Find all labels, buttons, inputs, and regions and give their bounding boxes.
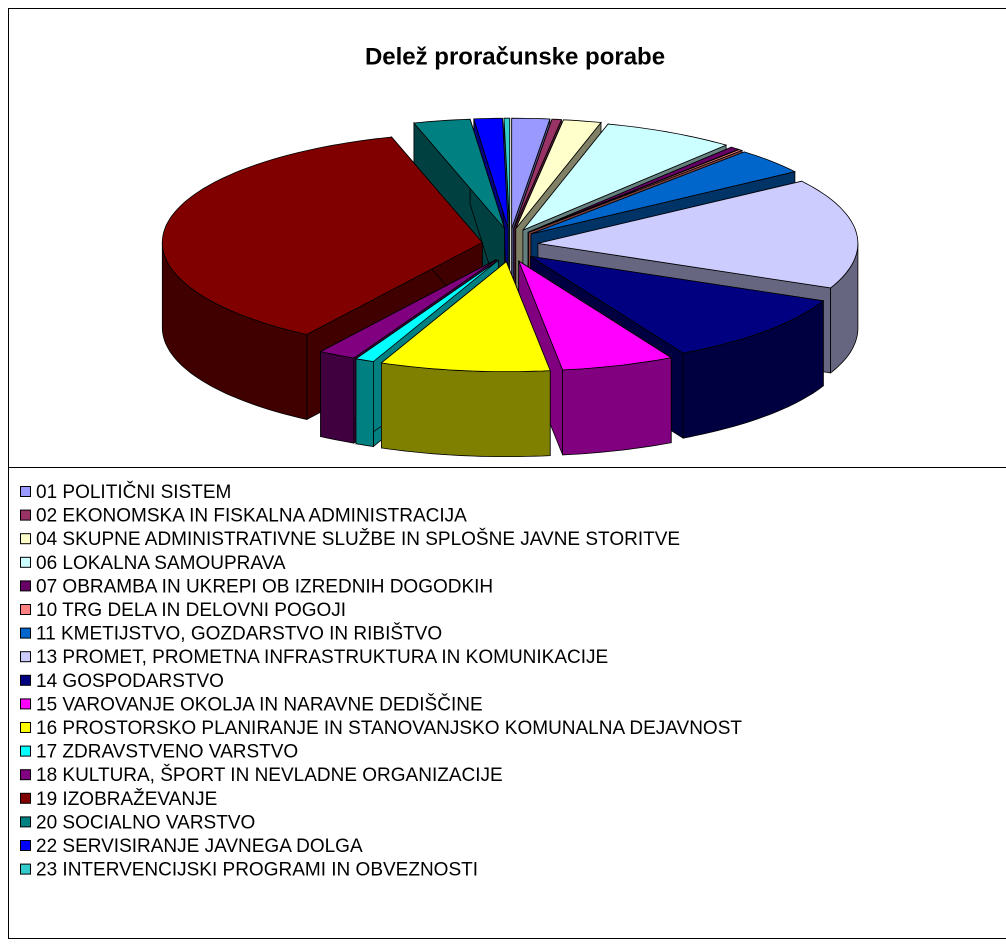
slice-top <box>527 146 740 233</box>
legend-label: 17 ZDRAVSTVENO VARSTVO <box>36 742 298 763</box>
legend-label: 02 EKONOMSKA IN FISKALNA ADMINISTRACIJA <box>36 506 467 527</box>
legend-label: 15 VAROVANJE OKOLJA IN NARAVNE DEDIŠČINE <box>36 693 483 715</box>
legend-swatch <box>20 863 31 875</box>
legend-swatch <box>20 674 31 686</box>
slice-side <box>562 357 672 456</box>
legend-swatch <box>20 745 31 757</box>
legend-label: 16 PROSTORSKO PLANIRANJE IN STANOVANJSKO… <box>36 718 742 739</box>
legend-label: 14 GOSPODARSTVO <box>36 671 224 692</box>
legend-label: 20 SOCIALNO VARSTVO <box>36 812 255 833</box>
legend-label: 18 KULTURA, ŠPORT IN NEVLADNE ORGANIZACI… <box>36 764 503 786</box>
slice-top <box>522 123 728 231</box>
pie-slice <box>380 260 551 457</box>
slice-top <box>515 119 602 229</box>
slice-top <box>511 117 551 229</box>
legend-swatch <box>20 698 31 710</box>
legend-swatch <box>20 556 31 568</box>
legend-swatch <box>20 533 31 545</box>
legend-swatch <box>20 604 31 615</box>
legend-swatch <box>20 840 31 851</box>
legend-swatch <box>20 722 31 733</box>
legend-label: 04 SKUPNE ADMINISTRATIVNE SLUŽBE IN SPLO… <box>36 528 680 550</box>
legend-label: 19 IZOBRAŽEVANJE <box>36 788 217 810</box>
legend-swatch <box>20 816 31 828</box>
slice-top <box>354 259 499 362</box>
legend-swatch <box>20 651 31 663</box>
slice-top <box>503 117 511 229</box>
legend-label: 11 KMETIJSTVO, GOZDARSTVO IN RIBIŠTVO <box>36 623 442 645</box>
legend-label: 10 TRG DELA IN DELOVNI POGOJI <box>36 600 346 621</box>
slice-top <box>528 149 744 233</box>
slice-top <box>517 259 673 371</box>
pie-slice <box>517 259 673 456</box>
slice-top <box>161 136 483 335</box>
slice-top <box>513 118 563 229</box>
chart-title: Delež proračunske porabe <box>365 43 665 70</box>
slice-top <box>413 118 505 229</box>
slice-side <box>355 358 374 447</box>
legend-swatch <box>20 580 31 592</box>
legend-label: 23 INTERVENCIJSKI PROGRAMI IN OBVEZNOSTI <box>36 860 478 881</box>
legend-label: 22 SERVISIRANJE JAVNEGA DOLGA <box>36 836 363 857</box>
legend-label: 01 POLITIČNI SISTEM <box>36 481 231 503</box>
legend-swatch <box>20 792 31 804</box>
legend-swatch <box>20 509 31 521</box>
legend-swatch <box>20 486 31 497</box>
slice-top <box>473 117 509 229</box>
legend-swatch <box>20 769 31 781</box>
slice-top <box>537 180 859 289</box>
legend-swatch <box>20 627 31 639</box>
slice-top <box>530 151 797 235</box>
slice-top <box>319 259 497 359</box>
legend-label: 13 PROMET, PROMETNA INFRASTRUKTURA IN KO… <box>36 647 608 668</box>
legend-label: 07 OBRAMBA IN UKREPI OB IZREDNIH DOGODKI… <box>36 576 493 597</box>
slice-top <box>530 256 825 354</box>
slice-side <box>320 351 355 444</box>
slice-side <box>381 362 551 457</box>
slice-top <box>380 261 551 372</box>
legend-label: 06 LOKALNA SAMOUPRAVA <box>36 553 286 574</box>
